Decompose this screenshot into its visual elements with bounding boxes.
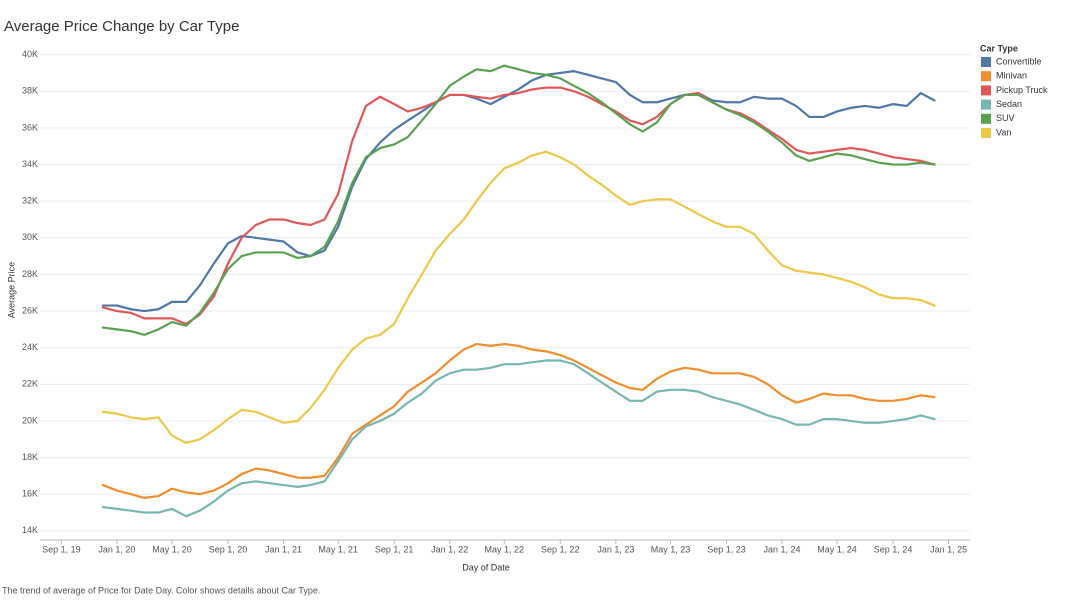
legend-label: Convertible [996,56,1042,66]
series-line [101,86,936,325]
y-tick-label: 30K [22,232,38,242]
y-tick-label: 34K [22,159,38,169]
y-tick-label: 18K [22,452,38,462]
legend-swatch [981,85,991,96]
y-tick-label: 28K [22,269,38,279]
legend-label: Minivan [996,71,1027,81]
x-tick-label: Sep 1, 22 [541,544,580,554]
x-tick-label: Jan 1, 24 [763,544,800,554]
legend-label: SUV [996,113,1015,123]
series-line [101,70,936,313]
legend-swatch [981,57,991,67]
chart-title: Average Price Change by Car Type [4,18,239,35]
y-tick-label: 40K [22,49,38,59]
x-tick-label: Jan 1, 23 [597,544,634,554]
legend-swatch [981,128,991,138]
caption: The trend of average of Price for Date D… [2,585,320,595]
x-tick-label: Sep 1, 24 [874,544,913,554]
series-line [101,64,936,336]
legend-swatch [981,99,991,110]
x-tick-label: May 1, 23 [651,544,691,554]
x-tick-label: Sep 1, 23 [707,544,746,554]
x-tick-label: Jan 1, 25 [930,544,967,554]
legend-label: Sedan [996,99,1022,109]
y-tick-label: 20K [22,415,38,425]
y-tick-label: 36K [22,122,38,132]
legend-title: Car Type [980,43,1018,53]
legend-swatch [981,113,991,124]
y-axis-title: Average Price [6,262,16,318]
x-tick-label: Sep 1, 19 [42,544,81,554]
y-tick-label: 16K [22,489,38,499]
y-tick-label: 38K [22,86,38,96]
x-tick-label: Sep 1, 20 [209,544,248,554]
y-tick-label: 26K [22,305,38,315]
x-tick-label: Jan 1, 22 [431,544,468,554]
legend-label: Pickup Truck [996,85,1048,95]
x-tick-label: May 1, 20 [152,544,192,554]
x-tick-label: Jan 1, 20 [98,544,135,554]
x-tick-label: May 1, 24 [817,544,857,554]
y-tick-label: 22K [22,379,38,389]
series-line [101,342,936,499]
x-tick-label: Sep 1, 21 [375,544,414,554]
y-tick-label: 32K [22,196,38,206]
y-tick-label: 24K [22,342,38,352]
y-tick-label: 14K [22,525,38,535]
x-tick-label: May 1, 22 [485,544,525,554]
x-axis-title: Day of Date [462,562,510,572]
series-line [101,359,936,518]
legend-swatch [981,71,991,82]
x-tick-label: May 1, 21 [318,544,358,554]
x-tick-label: Jan 1, 21 [265,544,302,554]
legend-label: Van [996,127,1011,137]
series-line [101,150,936,445]
